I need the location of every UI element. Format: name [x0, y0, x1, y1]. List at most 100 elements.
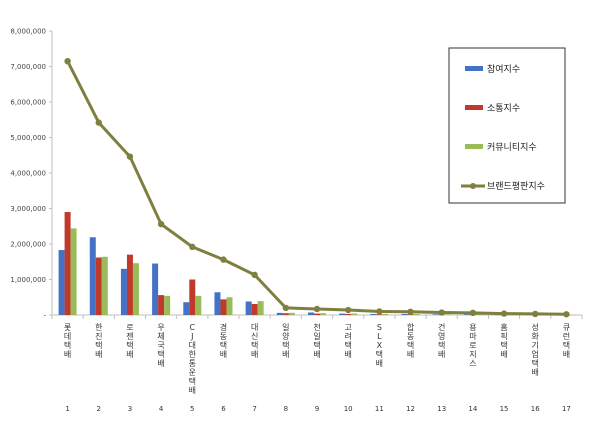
legend-swatch-2: [465, 105, 483, 110]
y-tick-label: 2,000,000: [10, 241, 46, 249]
bar-3-3: [132, 263, 139, 315]
bar-3-17: [569, 314, 576, 316]
x-rank-label: 2: [97, 405, 101, 413]
bar-2-6: [220, 299, 227, 315]
line-point-4: [157, 220, 165, 228]
bar-3-9: [320, 313, 326, 315]
y-tick-label: 6,000,000: [10, 99, 46, 107]
x-rank-label: 12: [406, 405, 415, 413]
bar-3-5: [195, 295, 202, 315]
bar-1-3: [120, 268, 127, 315]
y-tick-label: 4,000,000: [10, 170, 46, 178]
bar-3-7: [257, 301, 264, 315]
bar-1-13: [432, 314, 439, 315]
line-point-14: [469, 309, 477, 317]
bar-3-8: [288, 312, 295, 315]
legend-swatch-1: [465, 66, 483, 71]
line-point-6: [220, 256, 227, 263]
legend-swatch-marker: [470, 183, 476, 189]
x-rank-label: 4: [159, 405, 164, 413]
bar-1-5: [183, 302, 190, 315]
line-point-8: [282, 304, 290, 312]
y-tick-label: -: [43, 312, 46, 320]
bar-3-2: [101, 256, 108, 315]
x-rank-label: 8: [284, 405, 288, 413]
bar-2-5: [189, 279, 196, 315]
bar-1-7: [245, 301, 252, 315]
bar-3-4: [164, 295, 171, 315]
bar-3-10: [351, 313, 358, 315]
line-point-2: [95, 119, 102, 126]
bar-1-8: [276, 312, 283, 315]
bar-2-2: [95, 257, 102, 315]
y-tick-label: 7,000,000: [10, 63, 46, 71]
x-rank-label: 11: [375, 405, 384, 413]
legend-label-4: 브랜드평판지수: [487, 181, 545, 192]
line-point-3: [126, 153, 134, 160]
legend-label-1: 참여지수: [487, 63, 520, 75]
bar-1-11: [370, 313, 377, 315]
legend-label-3: 커뮤니티지수: [487, 142, 537, 153]
line-point-13: [438, 309, 445, 316]
bar-1-14: [463, 314, 470, 315]
bar-1-4: [152, 263, 159, 315]
x-rank-label: 7: [252, 405, 256, 413]
y-tick-label: 3,000,000: [10, 205, 46, 213]
line-point-5: [189, 243, 196, 251]
bar-2-8: [282, 313, 289, 315]
line-point-7: [251, 271, 258, 279]
y-tick-label: 8,000,000: [10, 28, 46, 36]
line-point-11: [376, 308, 383, 315]
legend-swatch-3: [465, 144, 483, 149]
bar-2-7: [251, 303, 258, 315]
bar-1-1: [58, 250, 65, 315]
line-point-17: [563, 311, 570, 318]
bar-3-6: [226, 297, 233, 315]
line-point-10: [344, 306, 352, 314]
bar-2-1: [64, 212, 71, 315]
x-rank-label: 5: [190, 405, 194, 413]
x-rank-label: 3: [128, 405, 132, 413]
bar-1-2: [89, 237, 96, 315]
x-rank-label: 17: [562, 405, 571, 413]
bar-1-9: [308, 312, 314, 315]
bar-3-11: [382, 313, 389, 315]
line-point-16: [532, 310, 539, 318]
line-point-9: [313, 305, 321, 313]
line-point-12: [407, 308, 414, 316]
legend-label-2: 소통지수: [487, 103, 520, 114]
x-rank-label: 9: [315, 405, 319, 413]
bar-3-1: [70, 228, 77, 315]
bar-1-6: [214, 292, 221, 315]
line-point-1: [64, 57, 71, 65]
legend-box: [448, 47, 566, 204]
x-rank-label: 13: [437, 405, 446, 413]
bar-1-12: [401, 313, 408, 315]
y-tick-label: 5,000,000: [10, 134, 46, 142]
x-rank-label: 16: [531, 405, 540, 413]
bar-3-12: [413, 313, 420, 315]
line-point-15: [500, 310, 508, 317]
x-rank-label: 15: [500, 405, 509, 413]
x-rank-label: 10: [344, 405, 353, 413]
bar-2-3: [126, 254, 133, 315]
bar-1-10: [339, 313, 346, 315]
y-tick-label: 1,000,000: [10, 276, 46, 284]
